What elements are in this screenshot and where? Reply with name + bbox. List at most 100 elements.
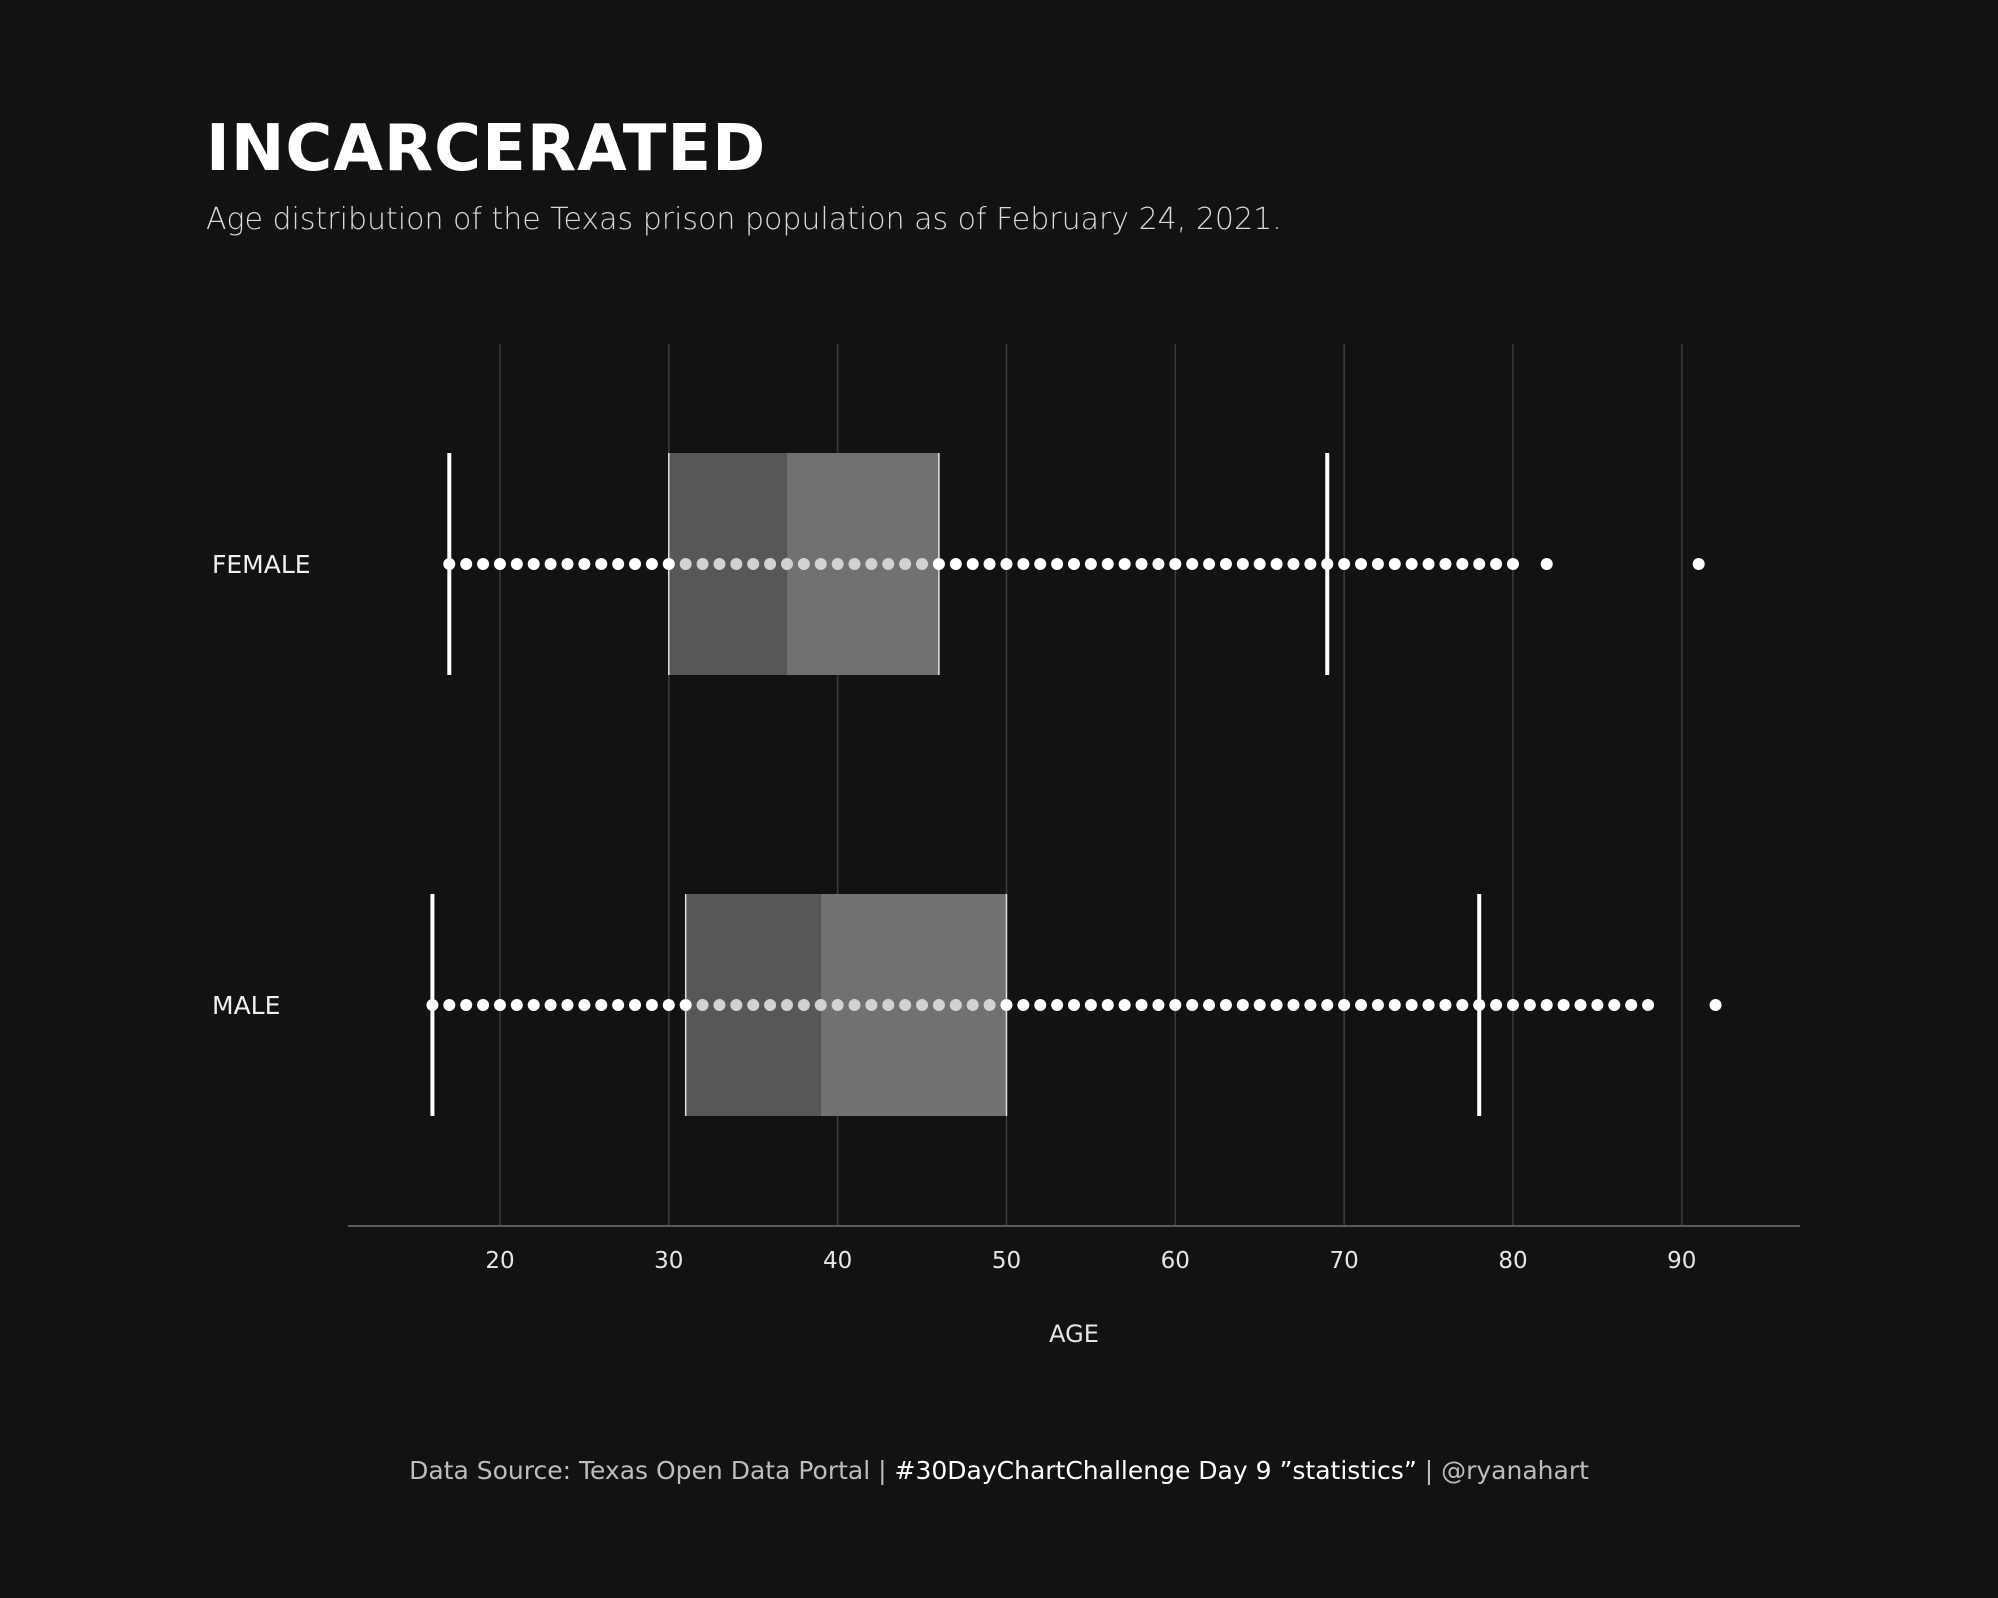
age-dot: [629, 558, 642, 570]
age-dot: [645, 558, 658, 570]
age-dot: [1625, 999, 1638, 1011]
age-dot: [477, 558, 490, 570]
age-dot: [1169, 999, 1182, 1011]
age-dot: [1523, 999, 1536, 1011]
age-dot: [460, 999, 473, 1011]
age-dot: [899, 999, 912, 1011]
age-dot: [679, 558, 692, 570]
age-dot: [1490, 999, 1503, 1011]
age-dot: [797, 558, 810, 570]
age-dot: [780, 999, 793, 1011]
age-dot: [1371, 558, 1384, 570]
age-dot: [426, 999, 439, 1011]
footer-handle: @ryanahart: [1441, 1456, 1589, 1485]
age-dot: [544, 558, 557, 570]
age-dot: [544, 999, 557, 1011]
age-dot: [1608, 999, 1621, 1011]
age-dot: [1253, 999, 1266, 1011]
age-dot: [1270, 558, 1283, 570]
age-dot: [1236, 558, 1249, 570]
age-dot: [477, 999, 490, 1011]
age-dot: [1692, 558, 1705, 570]
footer-separator: |: [870, 1456, 895, 1485]
age-dot: [1422, 999, 1435, 1011]
age-dot: [578, 558, 591, 570]
age-dot: [595, 558, 608, 570]
age-dot: [1355, 999, 1368, 1011]
x-tick-label: 40: [823, 1248, 852, 1274]
x-tick-label: 90: [1667, 1248, 1696, 1274]
age-dot: [493, 558, 506, 570]
x-tick-label: 30: [654, 1248, 683, 1274]
age-dot: [1422, 558, 1435, 570]
box-upper-quartile: [786, 453, 939, 675]
age-dot: [1338, 558, 1351, 570]
age-dots: [426, 558, 1722, 1011]
age-dot: [578, 999, 591, 1011]
age-dot: [1101, 999, 1114, 1011]
age-dot: [561, 558, 574, 570]
age-dot: [1084, 558, 1097, 570]
footer-separator: |: [1416, 1456, 1442, 1485]
x-tick-labels: 20 30 40 50 60 70 80 90: [485, 1248, 1696, 1274]
age-dot: [1490, 558, 1503, 570]
age-dot: [1506, 999, 1519, 1011]
age-dot: [1118, 558, 1131, 570]
age-dot: [848, 558, 861, 570]
age-dot: [949, 999, 962, 1011]
age-dot: [1051, 999, 1064, 1011]
x-tick-label: 60: [1161, 1248, 1190, 1274]
age-dot: [1304, 558, 1317, 570]
age-dot: [949, 558, 962, 570]
age-dot: [1439, 558, 1452, 570]
age-dot: [1405, 558, 1418, 570]
x-tick-label: 20: [485, 1248, 514, 1274]
age-dot: [730, 999, 743, 1011]
age-dot: [510, 999, 523, 1011]
age-dot: [831, 999, 844, 1011]
age-dot: [629, 999, 642, 1011]
age-dot: [983, 558, 996, 570]
age-dot: [1000, 558, 1013, 570]
age-dot: [662, 999, 675, 1011]
age-dot: [1017, 999, 1030, 1011]
age-dot: [966, 558, 979, 570]
age-dot: [1456, 558, 1469, 570]
age-dot: [1371, 999, 1384, 1011]
age-dot: [1506, 558, 1519, 570]
age-dot: [1287, 999, 1300, 1011]
age-dot: [848, 999, 861, 1011]
age-dot: [1439, 999, 1452, 1011]
age-dot: [1118, 999, 1131, 1011]
age-dot: [696, 558, 709, 570]
age-dot: [1540, 999, 1553, 1011]
category-label: MALE: [212, 991, 280, 1020]
age-dot: [612, 558, 625, 570]
age-dot: [1203, 999, 1216, 1011]
age-dot: [595, 999, 608, 1011]
age-dot: [882, 999, 895, 1011]
age-dot: [1557, 999, 1570, 1011]
age-dot: [814, 999, 827, 1011]
age-dot: [1186, 558, 1199, 570]
age-dot: [814, 558, 827, 570]
chart-title: INCARCERATED: [206, 112, 767, 186]
x-axis-title: AGE: [1049, 1320, 1099, 1348]
age-dot: [1017, 558, 1030, 570]
age-dot: [747, 558, 760, 570]
age-dot: [713, 558, 726, 570]
age-dot: [1152, 999, 1165, 1011]
age-dot: [932, 558, 945, 570]
age-dot: [916, 558, 929, 570]
age-dot: [1152, 558, 1165, 570]
age-dot: [443, 558, 456, 570]
age-dot: [1219, 999, 1232, 1011]
age-dot: [882, 558, 895, 570]
age-dot: [1253, 558, 1266, 570]
age-dot: [1135, 999, 1148, 1011]
age-dot: [1473, 999, 1486, 1011]
age-dot: [1219, 558, 1232, 570]
age-dot: [764, 558, 777, 570]
age-dot: [831, 558, 844, 570]
age-dot: [1287, 558, 1300, 570]
